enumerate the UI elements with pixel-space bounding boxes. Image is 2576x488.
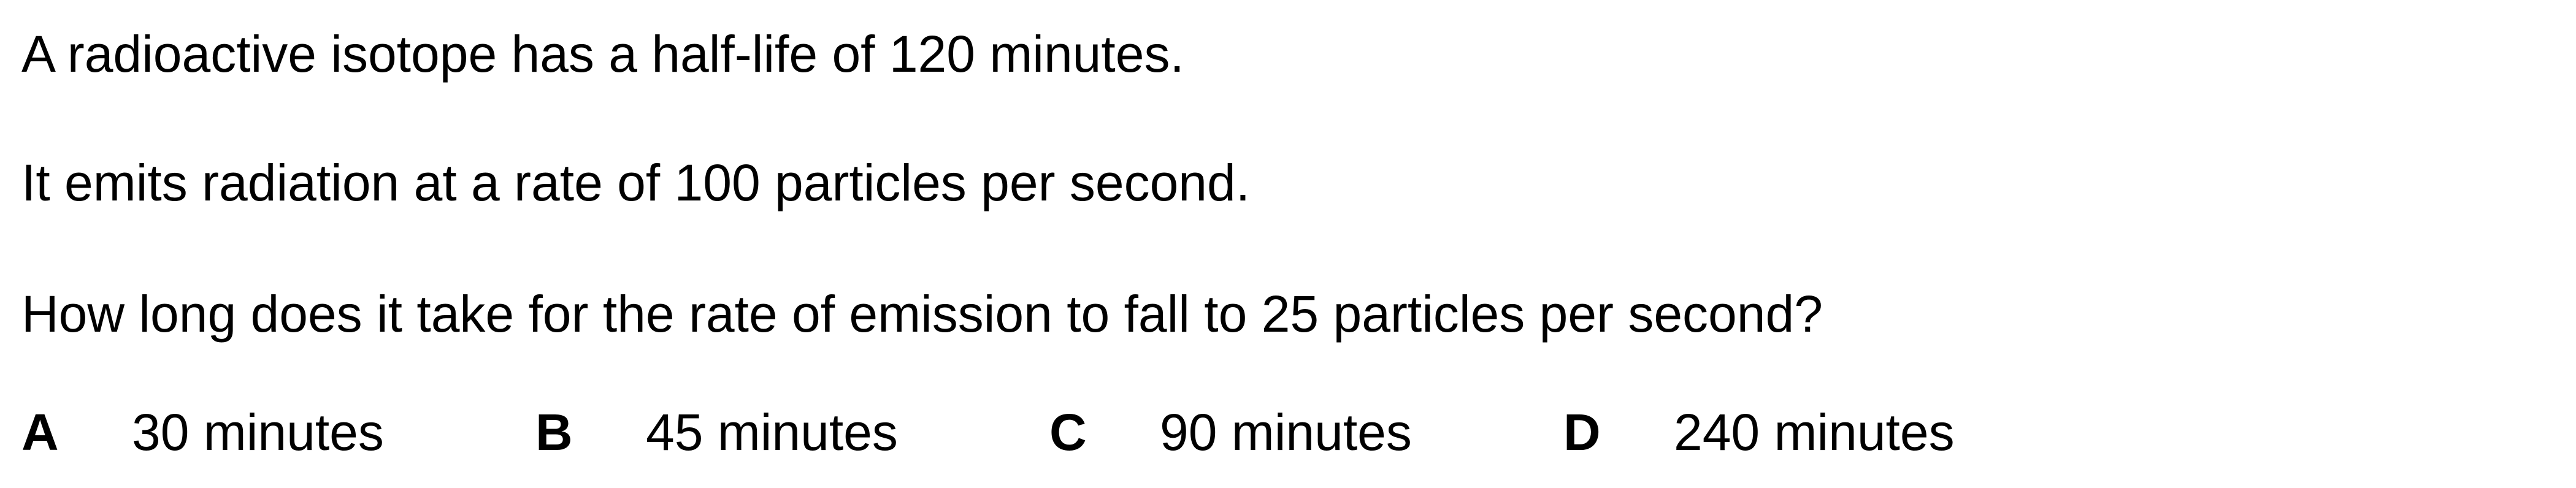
option-text: 240 minutes	[1674, 403, 1955, 461]
option-letter: D	[1563, 403, 1601, 461]
option-letter: C	[1049, 403, 1087, 461]
question-statement-emission-rate: It emits radiation at a rate of 100 part…	[21, 154, 1251, 212]
question-prompt: How long does it take for the rate of em…	[21, 285, 1823, 343]
option-letter: B	[535, 403, 573, 461]
option-letter: A	[21, 403, 59, 461]
question-statement-half-life: A radioactive isotope has a half-life of…	[21, 25, 1184, 83]
option-text: 45 minutes	[646, 403, 898, 461]
answer-options: A 30 minutes B 45 minutes C 90 minutes D…	[21, 402, 2536, 463]
option-text: 30 minutes	[132, 403, 384, 461]
option-text: 90 minutes	[1160, 403, 1412, 461]
